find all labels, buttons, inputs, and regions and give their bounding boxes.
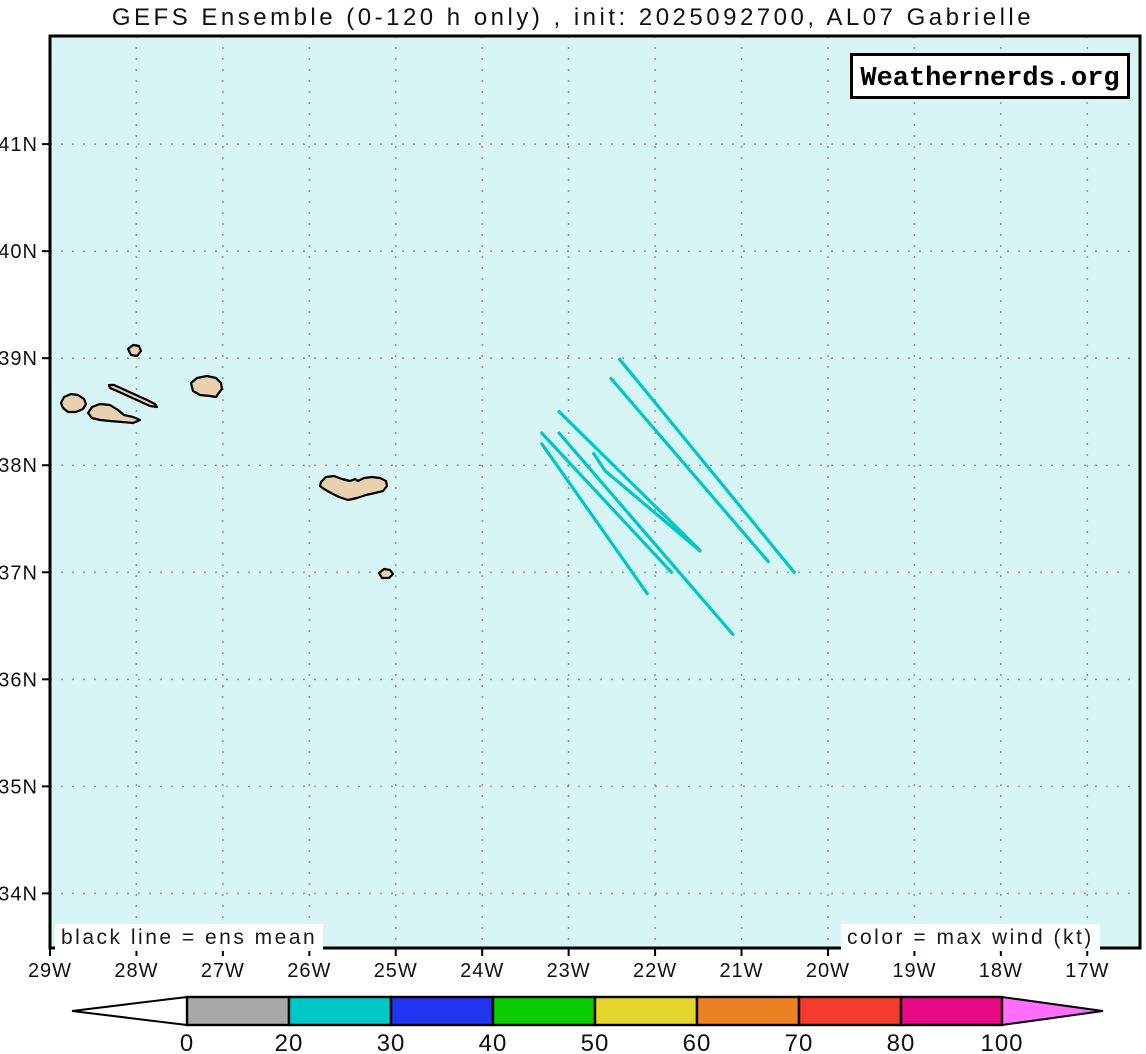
colorbar-segment bbox=[899, 995, 1004, 1027]
ensemble-track-line bbox=[540, 431, 674, 574]
lon-tick-label: 29W bbox=[28, 960, 72, 982]
island-graciosa bbox=[126, 343, 143, 358]
lon-tick-label: 26W bbox=[287, 960, 331, 982]
colorbar-right-arrow bbox=[1001, 995, 1104, 1027]
colorbar-tick-label: 70 bbox=[785, 1030, 814, 1054]
ensemble-track-line bbox=[557, 410, 700, 551]
ensemble-track-line bbox=[617, 357, 796, 574]
colorbar-segment bbox=[593, 995, 699, 1027]
lon-axis: 29W 28W 27W 26W 25W 24W 23W 22W 21W 20W 19W 18W 17W bbox=[28, 948, 1109, 982]
lon-tick-label: 20W bbox=[806, 960, 850, 982]
island-sao-miguel bbox=[318, 474, 389, 502]
island-sao-jorge bbox=[107, 383, 159, 409]
lon-tick-label: 27W bbox=[201, 960, 245, 982]
island-terceira bbox=[189, 374, 224, 399]
legend-ens-mean-note: black line = ens mean bbox=[55, 924, 324, 951]
colorbar-segment bbox=[491, 995, 597, 1027]
lat-tick-label: 41N bbox=[0, 134, 38, 156]
colorbar-tick-label: 20 bbox=[275, 1030, 304, 1054]
lat-tick-label: 39N bbox=[0, 348, 38, 370]
island-santa-maria bbox=[377, 567, 395, 580]
colorbar-tick-label: 40 bbox=[479, 1030, 508, 1054]
colorbar-segment bbox=[287, 995, 393, 1027]
lon-tick-label: 28W bbox=[114, 960, 158, 982]
colorbar-tick-label: 50 bbox=[581, 1030, 610, 1054]
azores-islands bbox=[59, 343, 395, 580]
lat-tick-label: 40N bbox=[0, 241, 38, 263]
colorbar-tick-label: 0 bbox=[180, 1030, 194, 1054]
lon-tick-label: 25W bbox=[374, 960, 418, 982]
weathernerds-badge: Weathernerds.org bbox=[850, 53, 1130, 99]
lat-axis: 41N 40N 39N 38N 37N 36N 35N 34N bbox=[0, 134, 50, 905]
page-title: GEFS Ensemble (0-120 h only) , init: 202… bbox=[111, 4, 1035, 31]
colorbar-left-arrow bbox=[71, 995, 188, 1027]
lat-tick-label: 37N bbox=[0, 562, 38, 584]
map-border bbox=[48, 34, 1142, 950]
lat-tick-label: 35N bbox=[0, 776, 38, 798]
lon-tick-label: 19W bbox=[892, 960, 936, 982]
island-pico bbox=[86, 402, 142, 425]
colorbar-segment bbox=[695, 995, 801, 1027]
lon-tick-label: 22W bbox=[633, 960, 677, 982]
lon-tick-label: 21W bbox=[719, 960, 763, 982]
ensemble-track-line bbox=[540, 442, 649, 596]
wind-colorbar: 0 20 30 40 50 60 70 80 100 bbox=[71, 995, 1104, 1054]
lon-tick-label: 24W bbox=[460, 960, 504, 982]
ensemble-track-line bbox=[557, 431, 735, 637]
colorbar-tick-label: 80 bbox=[887, 1030, 916, 1054]
lat-tick-label: 38N bbox=[0, 455, 38, 477]
lat-tick-label: 36N bbox=[0, 669, 38, 691]
legend-max-wind-note: color = max wind (kt) bbox=[841, 924, 1100, 951]
lon-tick-label: 18W bbox=[979, 960, 1023, 982]
ensemble-track-line bbox=[609, 376, 770, 564]
ensemble-track-line bbox=[592, 451, 702, 553]
colorbar-tick-label: 30 bbox=[377, 1030, 406, 1054]
colorbar-segment bbox=[797, 995, 903, 1027]
ensemble-tracks bbox=[540, 357, 796, 637]
colorbar-tick-label: 60 bbox=[683, 1030, 712, 1054]
lon-tick-label: 17W bbox=[1065, 960, 1109, 982]
colorbar-segment bbox=[389, 995, 495, 1027]
lon-tick-label: 23W bbox=[547, 960, 591, 982]
colorbar-tick-label: 100 bbox=[980, 1030, 1023, 1054]
island-faial bbox=[59, 392, 88, 414]
colorbar-segment bbox=[185, 995, 291, 1027]
lat-tick-label: 34N bbox=[0, 883, 38, 905]
